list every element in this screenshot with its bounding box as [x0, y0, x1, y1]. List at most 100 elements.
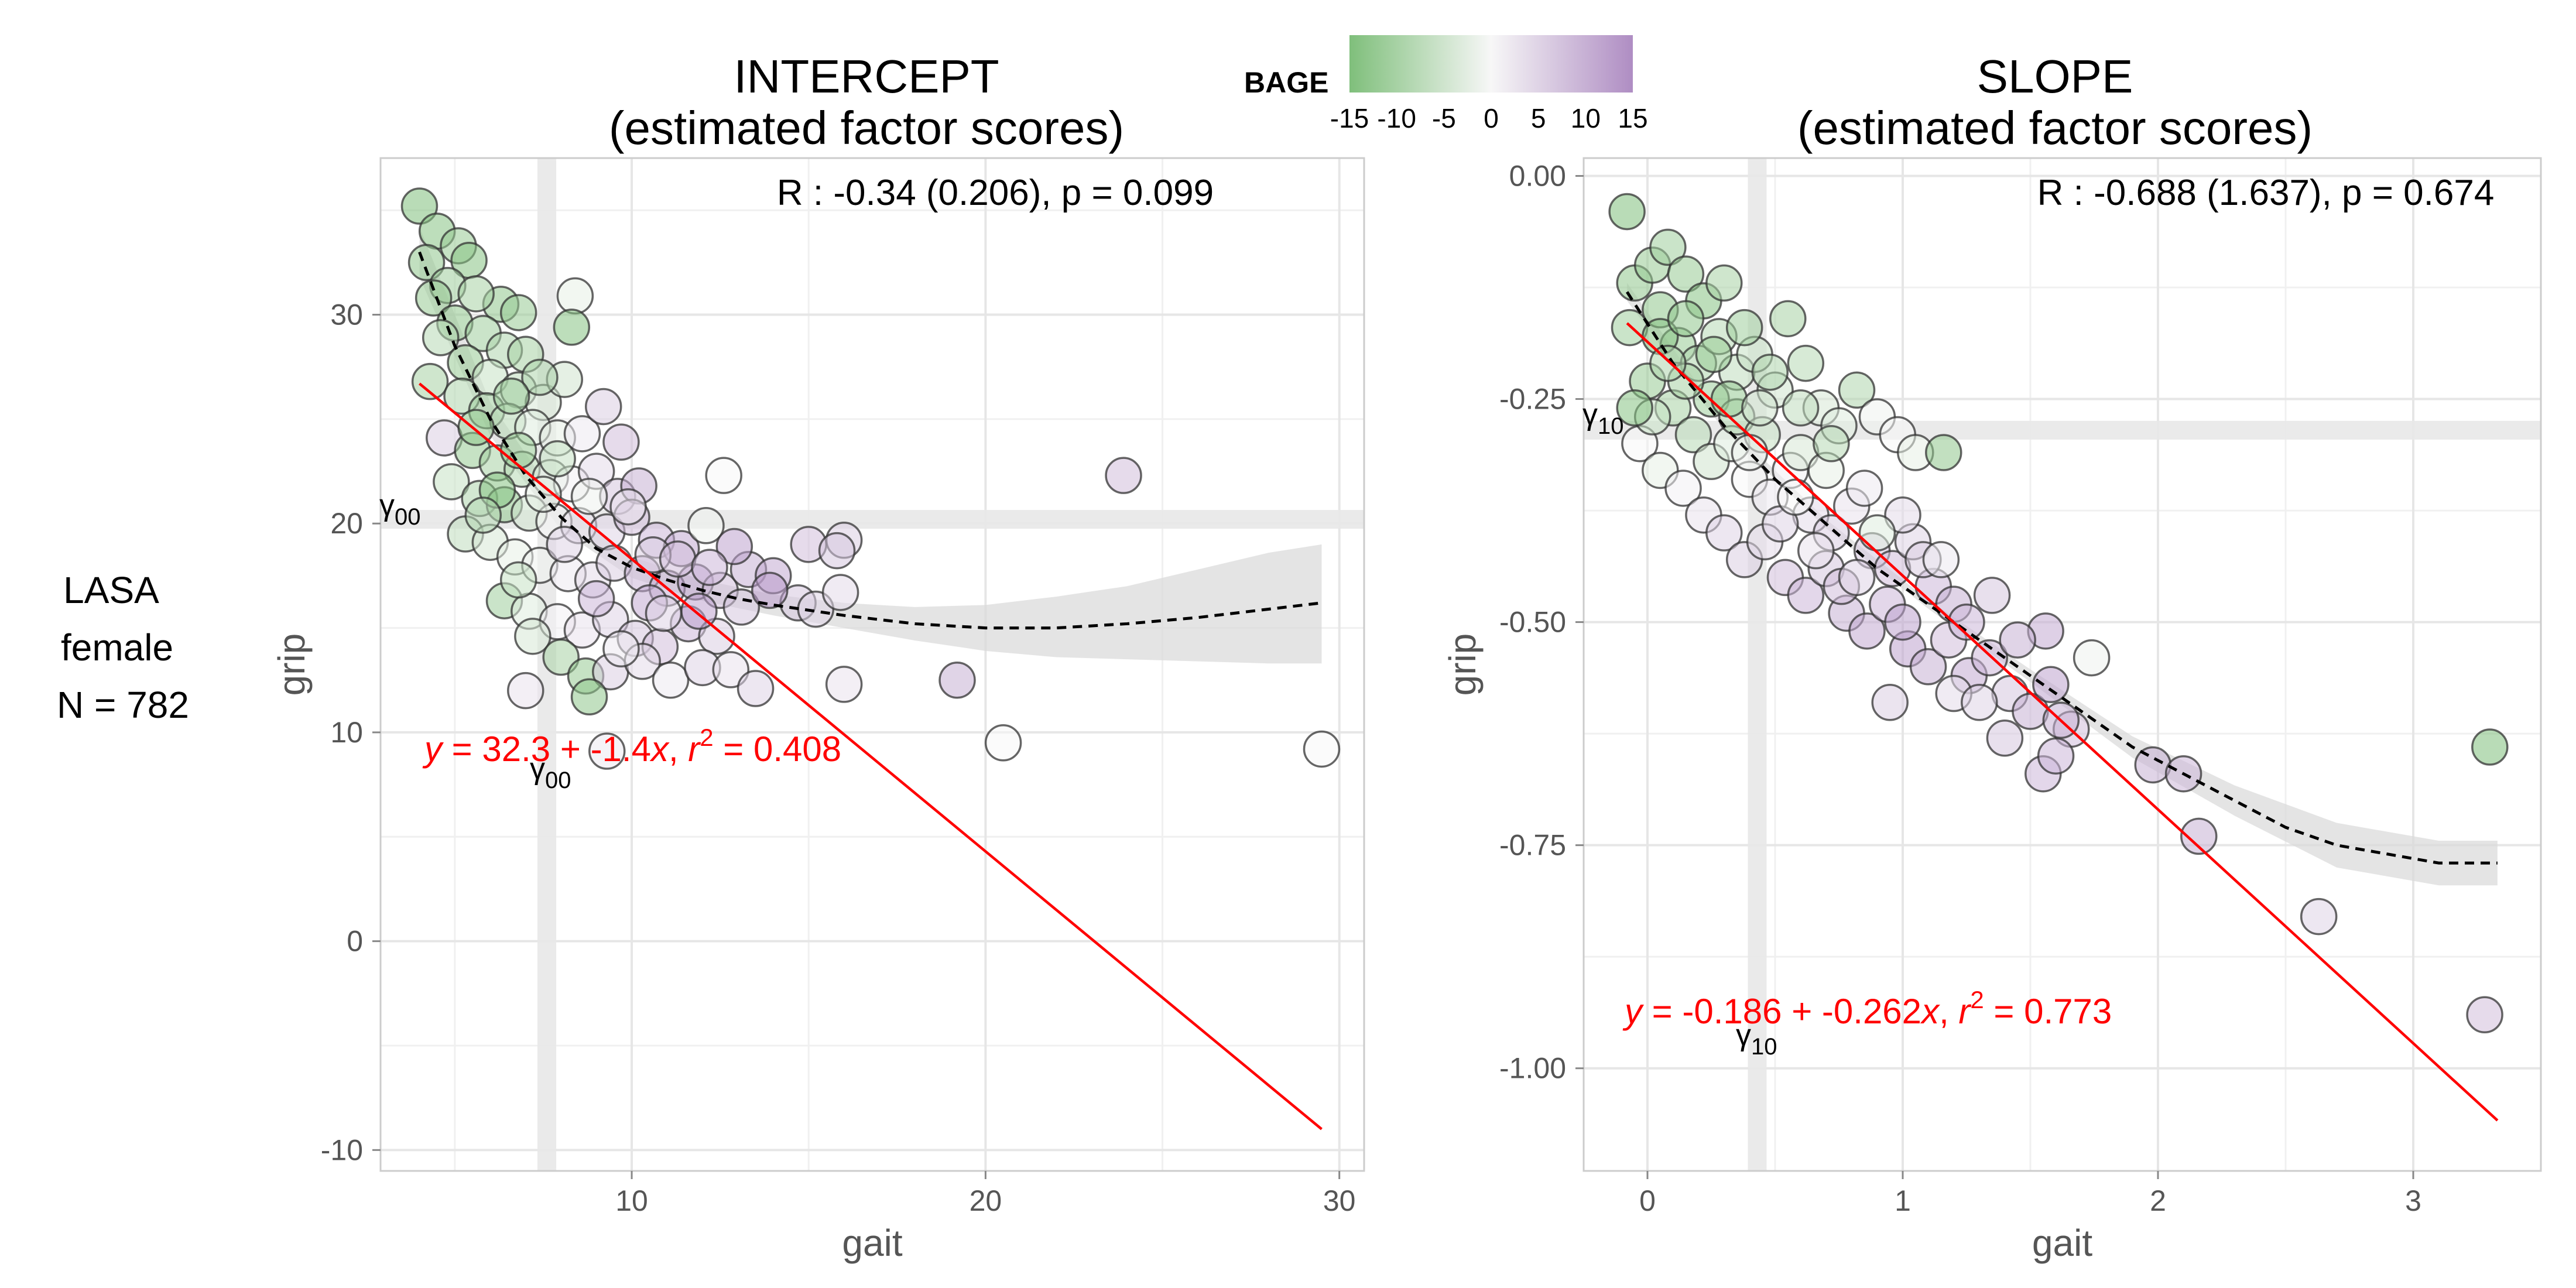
data-point: [715, 527, 753, 566]
data-point: [687, 507, 725, 544]
data-point: [2466, 996, 2503, 1034]
data-point: [1922, 541, 1960, 578]
plot-border: [1582, 157, 2542, 1172]
panel-subtitle: (estimated factor scores): [609, 102, 1124, 154]
data-point: [411, 362, 449, 400]
data-point: [691, 549, 728, 586]
data-point: [1751, 354, 1789, 391]
regression-equation: y = -0.186 + -0.262x, r2 = 0.773: [1622, 986, 2112, 1031]
bage-legend: BAGE -15 -10 -5 0 5 10 15: [1244, 35, 1648, 133]
data-point: [1961, 684, 1998, 721]
data-point: [1973, 577, 2011, 614]
legend-colorbar: [1349, 35, 1633, 93]
plot-area: [379, 157, 1365, 1172]
data-point: [1611, 309, 1649, 347]
y-axis-label: grip: [270, 633, 313, 696]
data-point: [1710, 380, 1748, 418]
data-point: [1787, 344, 1825, 382]
y-tick-label: 0: [347, 925, 363, 958]
data-point: [1986, 719, 2024, 757]
data-point: [407, 244, 446, 282]
correlation-stat: R : -0.34 (0.206), p = 0.099: [777, 173, 1214, 213]
data-point: [1105, 457, 1142, 494]
panel-subtitle: (estimated factor scores): [1797, 102, 2313, 154]
cohort-label: LASA: [63, 569, 159, 611]
data-point: [1674, 416, 1712, 454]
data-point: [1871, 684, 1909, 721]
data-point: [539, 440, 576, 478]
data-point: [499, 431, 537, 470]
axis-ticks: 0 1 2 3 -1.00 -0.75 -0.50 -0.25 0.00: [1499, 159, 2421, 1217]
data-point: [1303, 730, 1341, 768]
x-tick-label: 30: [1323, 1184, 1356, 1217]
data-point: [1769, 300, 1807, 338]
panel-title: INTERCEPT: [734, 50, 999, 102]
data-point: [1999, 621, 2036, 659]
data-point: [1787, 577, 1825, 614]
data-point: [821, 574, 859, 611]
y-tick-label: 10: [330, 716, 363, 749]
y-tick-label: -1.00: [1499, 1052, 1566, 1085]
gamma-label-gait: γ10: [1736, 1018, 1777, 1060]
data-point: [457, 275, 495, 313]
data-point: [737, 670, 775, 707]
data-point: [1649, 228, 1687, 266]
group-label: LASA female N = 782: [57, 569, 189, 726]
data-point: [938, 662, 976, 699]
loess-line: [418, 251, 1322, 630]
data-point: [1725, 309, 1763, 347]
data-point: [433, 463, 470, 501]
legend-tick-label: 10: [1571, 103, 1601, 133]
sex-label: female: [61, 626, 173, 669]
data-point: [1695, 335, 1733, 374]
data-point: [1608, 193, 1646, 231]
data-point: [521, 358, 559, 396]
plot-area: [1582, 157, 2542, 1172]
data-point: [1971, 639, 2008, 677]
data-point: [2073, 639, 2111, 677]
data-point: [1649, 344, 1687, 382]
data-point: [1884, 496, 1921, 534]
data-point: [507, 672, 544, 710]
intercept-panel: INTERCEPT (estimated factor scores) 10 20…: [270, 50, 1365, 1264]
x-tick-label: 10: [615, 1184, 648, 1217]
data-point: [2471, 728, 2509, 766]
data-point: [584, 388, 622, 426]
legend-tick-label: 15: [1618, 103, 1647, 133]
data-point: [1813, 425, 1850, 463]
data-point: [556, 277, 594, 315]
data-point: [2032, 666, 2070, 704]
data-point: [514, 618, 551, 655]
data-point: [1741, 389, 1779, 427]
data-point: [1925, 434, 1962, 471]
data-point: [499, 561, 537, 599]
data-point: [705, 457, 742, 494]
data-point: [652, 662, 690, 699]
regression-line: [419, 382, 1323, 1131]
data-point: [1616, 389, 1653, 427]
y-tick-label: -0.75: [1499, 829, 1566, 862]
legend-tick-label: 5: [1531, 103, 1546, 133]
y-tick-label: -0.25: [1499, 383, 1566, 416]
data-point: [492, 377, 530, 415]
y-tick-label: -10: [321, 1133, 363, 1166]
data-point: [1845, 470, 1883, 507]
legend-tick-label: -5: [1432, 103, 1456, 133]
data-point: [1848, 612, 1886, 650]
data-point: [546, 526, 583, 563]
y-tick-label: -0.50: [1499, 606, 1566, 639]
data-point: [659, 540, 697, 578]
data-point: [1858, 514, 1896, 551]
sample-size-label: N = 782: [57, 684, 189, 726]
data-point: [570, 478, 608, 515]
plot-border: [379, 157, 1365, 1172]
data-point: [609, 488, 647, 526]
data-point: [1838, 559, 1876, 597]
data-point: [1705, 514, 1743, 551]
data-point: [645, 594, 683, 632]
panel-title: SLOPE: [1977, 50, 2133, 102]
regression-equation: y = 32.3 + -1.4x, r2 = 0.408: [422, 724, 841, 769]
data-point: [570, 678, 608, 716]
data-point: [577, 580, 615, 618]
